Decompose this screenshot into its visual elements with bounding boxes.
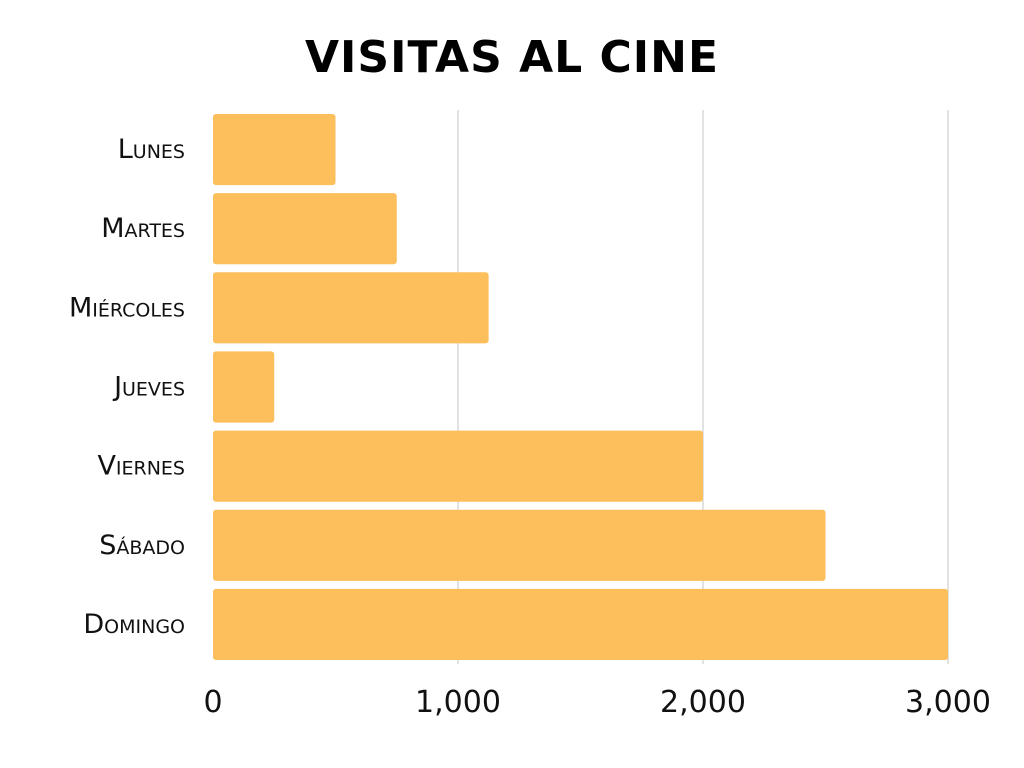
category-label-lunes: Lunes bbox=[118, 134, 185, 165]
category-label-sabado: Sábado bbox=[99, 530, 185, 561]
bar-miercoles bbox=[213, 272, 489, 344]
x-tick-label-3: 3,000 bbox=[905, 685, 991, 720]
x-axis-tick-labels: 0 1,000 2,000 3,000 bbox=[203, 685, 990, 720]
category-labels: Lunes Martes Miércoles Jueves Viernes Sábado D… bbox=[69, 134, 185, 640]
x-tick-label-0: 0 bbox=[203, 685, 222, 720]
category-label-miercoles: Miércoles bbox=[69, 292, 185, 323]
bar-sabado bbox=[213, 509, 826, 581]
x-tick-label-1: 1,000 bbox=[415, 685, 501, 720]
category-label-viernes: Viernes bbox=[97, 451, 185, 482]
category-label-martes: Martes bbox=[101, 213, 185, 244]
bar-jueves bbox=[213, 351, 275, 423]
category-label-jueves: Jueves bbox=[112, 372, 185, 403]
category-label-domingo: Domingo bbox=[83, 609, 185, 640]
grid-lines bbox=[457, 110, 949, 664]
bar-martes bbox=[213, 193, 397, 265]
bars bbox=[213, 114, 948, 660]
chart-title: VISITAS AL CINE bbox=[304, 32, 720, 83]
bar-viernes bbox=[213, 430, 703, 502]
bar-lunes bbox=[213, 114, 336, 186]
x-tick-label-2: 2,000 bbox=[660, 685, 746, 720]
bar-domingo bbox=[213, 588, 948, 660]
